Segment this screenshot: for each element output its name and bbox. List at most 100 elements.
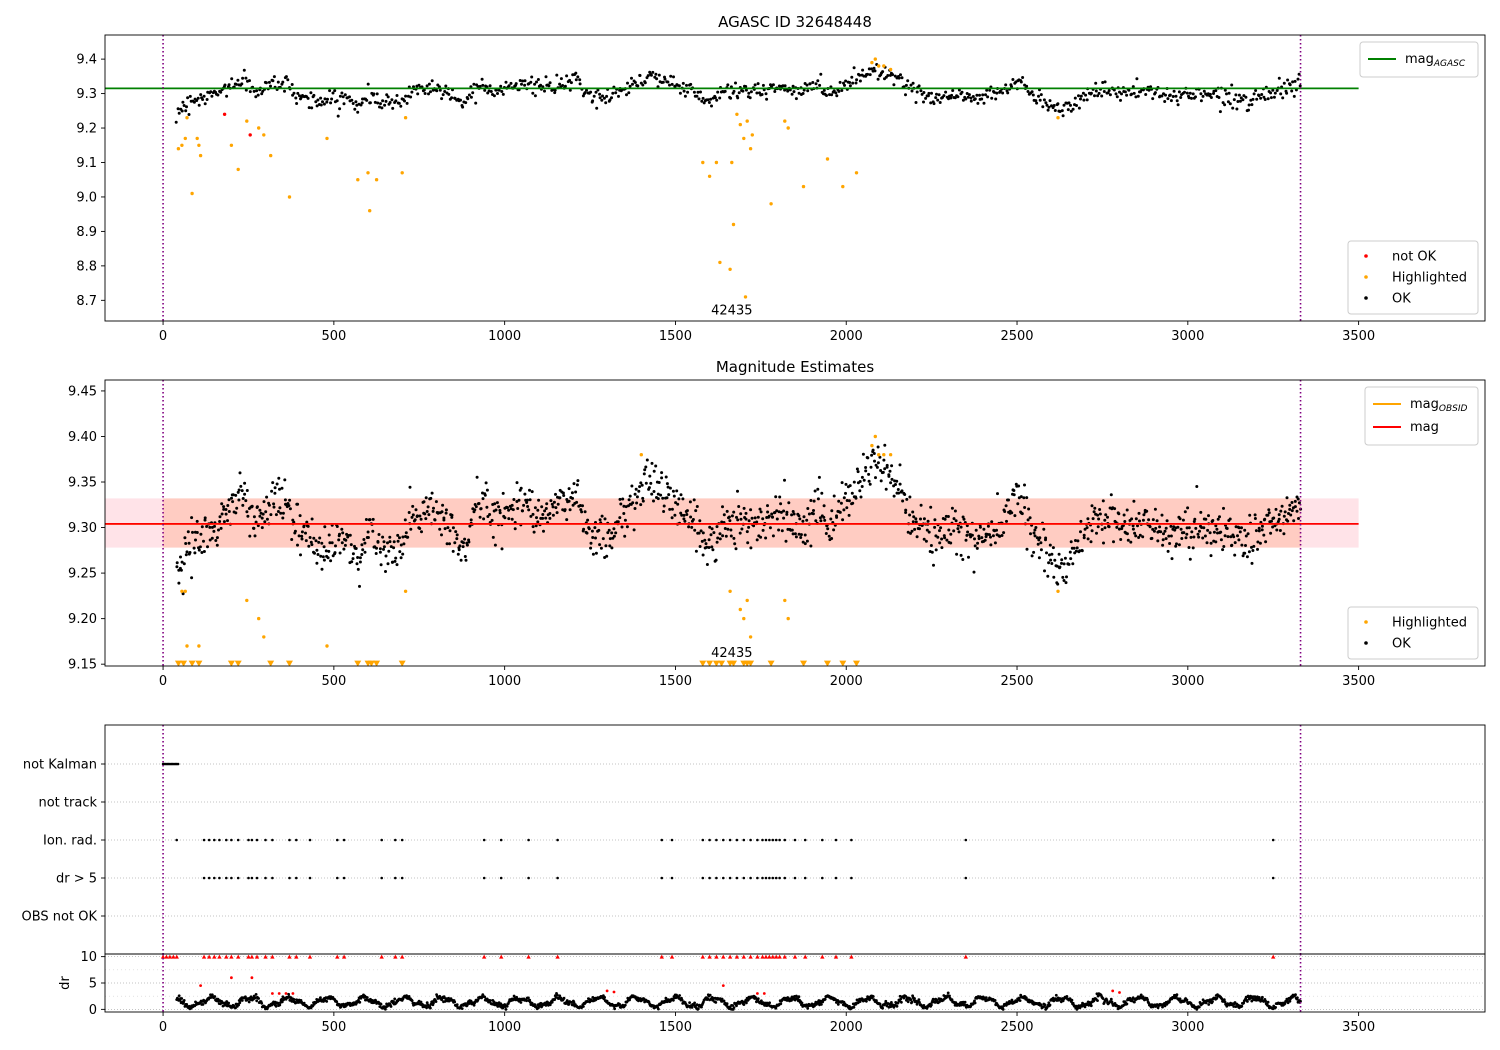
x-tick-label-p1-5: 2500: [1000, 329, 1033, 344]
point-ok: [736, 489, 739, 493]
point-ok: [383, 103, 387, 107]
point-dr: [899, 997, 903, 1001]
point-ok: [1188, 557, 1192, 561]
clipped-marker: [287, 954, 292, 959]
point-ok: [1039, 541, 1043, 545]
point-ok: [873, 459, 876, 463]
point-ok: [1209, 541, 1213, 545]
point-ok: [988, 533, 991, 537]
point-ok: [528, 498, 532, 502]
point-ok: [685, 83, 688, 87]
point-ok: [686, 90, 690, 94]
point-ok: [544, 507, 548, 510]
point-dr: [488, 999, 492, 1002]
point: [877, 453, 881, 457]
point-ok: [203, 518, 207, 522]
point-dr: [476, 998, 480, 1002]
point-ok: [478, 515, 482, 519]
point-ok: [226, 519, 229, 523]
point-ok: [1235, 107, 1239, 111]
point-ok: [407, 511, 411, 514]
point-ok: [674, 501, 678, 505]
point-ok: [1174, 544, 1178, 548]
point-ok: [802, 515, 806, 519]
point-ok: [338, 94, 342, 98]
point-ok: [897, 491, 901, 495]
point-ok: [396, 533, 400, 537]
point-ok: [594, 536, 597, 540]
point-ok: [1218, 110, 1222, 114]
flag-point: [749, 838, 752, 842]
point: [801, 184, 806, 189]
point-ok: [534, 524, 538, 528]
flag-point: [202, 838, 206, 842]
point-ok: [873, 69, 877, 73]
point-ok: [852, 480, 856, 484]
point-ok: [808, 82, 812, 86]
point-ok: [322, 545, 326, 549]
point-dr: [567, 1002, 571, 1006]
point-ok: [964, 538, 968, 542]
point-ok: [497, 88, 501, 92]
point-dr: [910, 1000, 914, 1004]
point-ok: [659, 493, 663, 497]
point-ok: [395, 563, 399, 567]
point-ok: [241, 76, 245, 80]
point-ok: [326, 97, 329, 101]
point-dr: [1215, 997, 1219, 1000]
point-ok: [801, 92, 805, 95]
point-ok: [898, 463, 902, 467]
point-ok: [1215, 527, 1219, 531]
point-ok: [652, 490, 656, 493]
clipped-marker: [335, 954, 340, 959]
point-ok: [569, 81, 573, 85]
point-ok: [866, 72, 870, 76]
point-ok: [1033, 534, 1037, 538]
point-ok: [633, 492, 637, 496]
point-ok: [304, 539, 308, 543]
point-ok: [1164, 537, 1168, 541]
point-ok: [801, 519, 805, 523]
point-ok: [749, 546, 753, 550]
point-ok: [495, 501, 499, 505]
point-ok: [1240, 543, 1244, 547]
point-ok: [296, 543, 299, 547]
point-ok: [944, 90, 948, 94]
point-ok: [971, 95, 975, 98]
point-ok: [1033, 528, 1037, 532]
point-ok: [799, 533, 803, 537]
point-dr: [1299, 999, 1302, 1003]
point-ok: [1055, 564, 1059, 568]
point-dr-red: [291, 992, 295, 995]
flag-point: [499, 876, 503, 880]
point-ok: [904, 83, 908, 87]
point-ok: [911, 520, 915, 524]
point-ok: [394, 99, 398, 103]
point-ok: [942, 94, 946, 98]
flag-point: [556, 838, 559, 842]
point-ok: [219, 526, 223, 530]
point-ok: [290, 538, 294, 541]
point-ok: [320, 567, 324, 571]
point-ok: [663, 77, 667, 81]
point-ok: [322, 102, 326, 106]
point-ok: [761, 528, 765, 532]
point-dr: [410, 999, 414, 1003]
point-ok: [740, 527, 744, 531]
point-ok: [523, 79, 527, 83]
flag-point: [342, 838, 346, 842]
point-ok: [496, 92, 499, 95]
point-ok: [892, 494, 896, 498]
flag-point: [728, 838, 732, 842]
point-ok: [685, 509, 689, 513]
point-ok: [358, 560, 362, 564]
point-ok: [667, 493, 671, 497]
point-dr: [1225, 1004, 1229, 1008]
point-ok: [1155, 519, 1159, 523]
point-ok: [208, 538, 212, 542]
point-ok: [333, 551, 337, 555]
point-ok: [499, 84, 503, 88]
point-ok: [654, 464, 658, 468]
point-ok: [1126, 538, 1130, 542]
point-ok: [698, 519, 702, 523]
